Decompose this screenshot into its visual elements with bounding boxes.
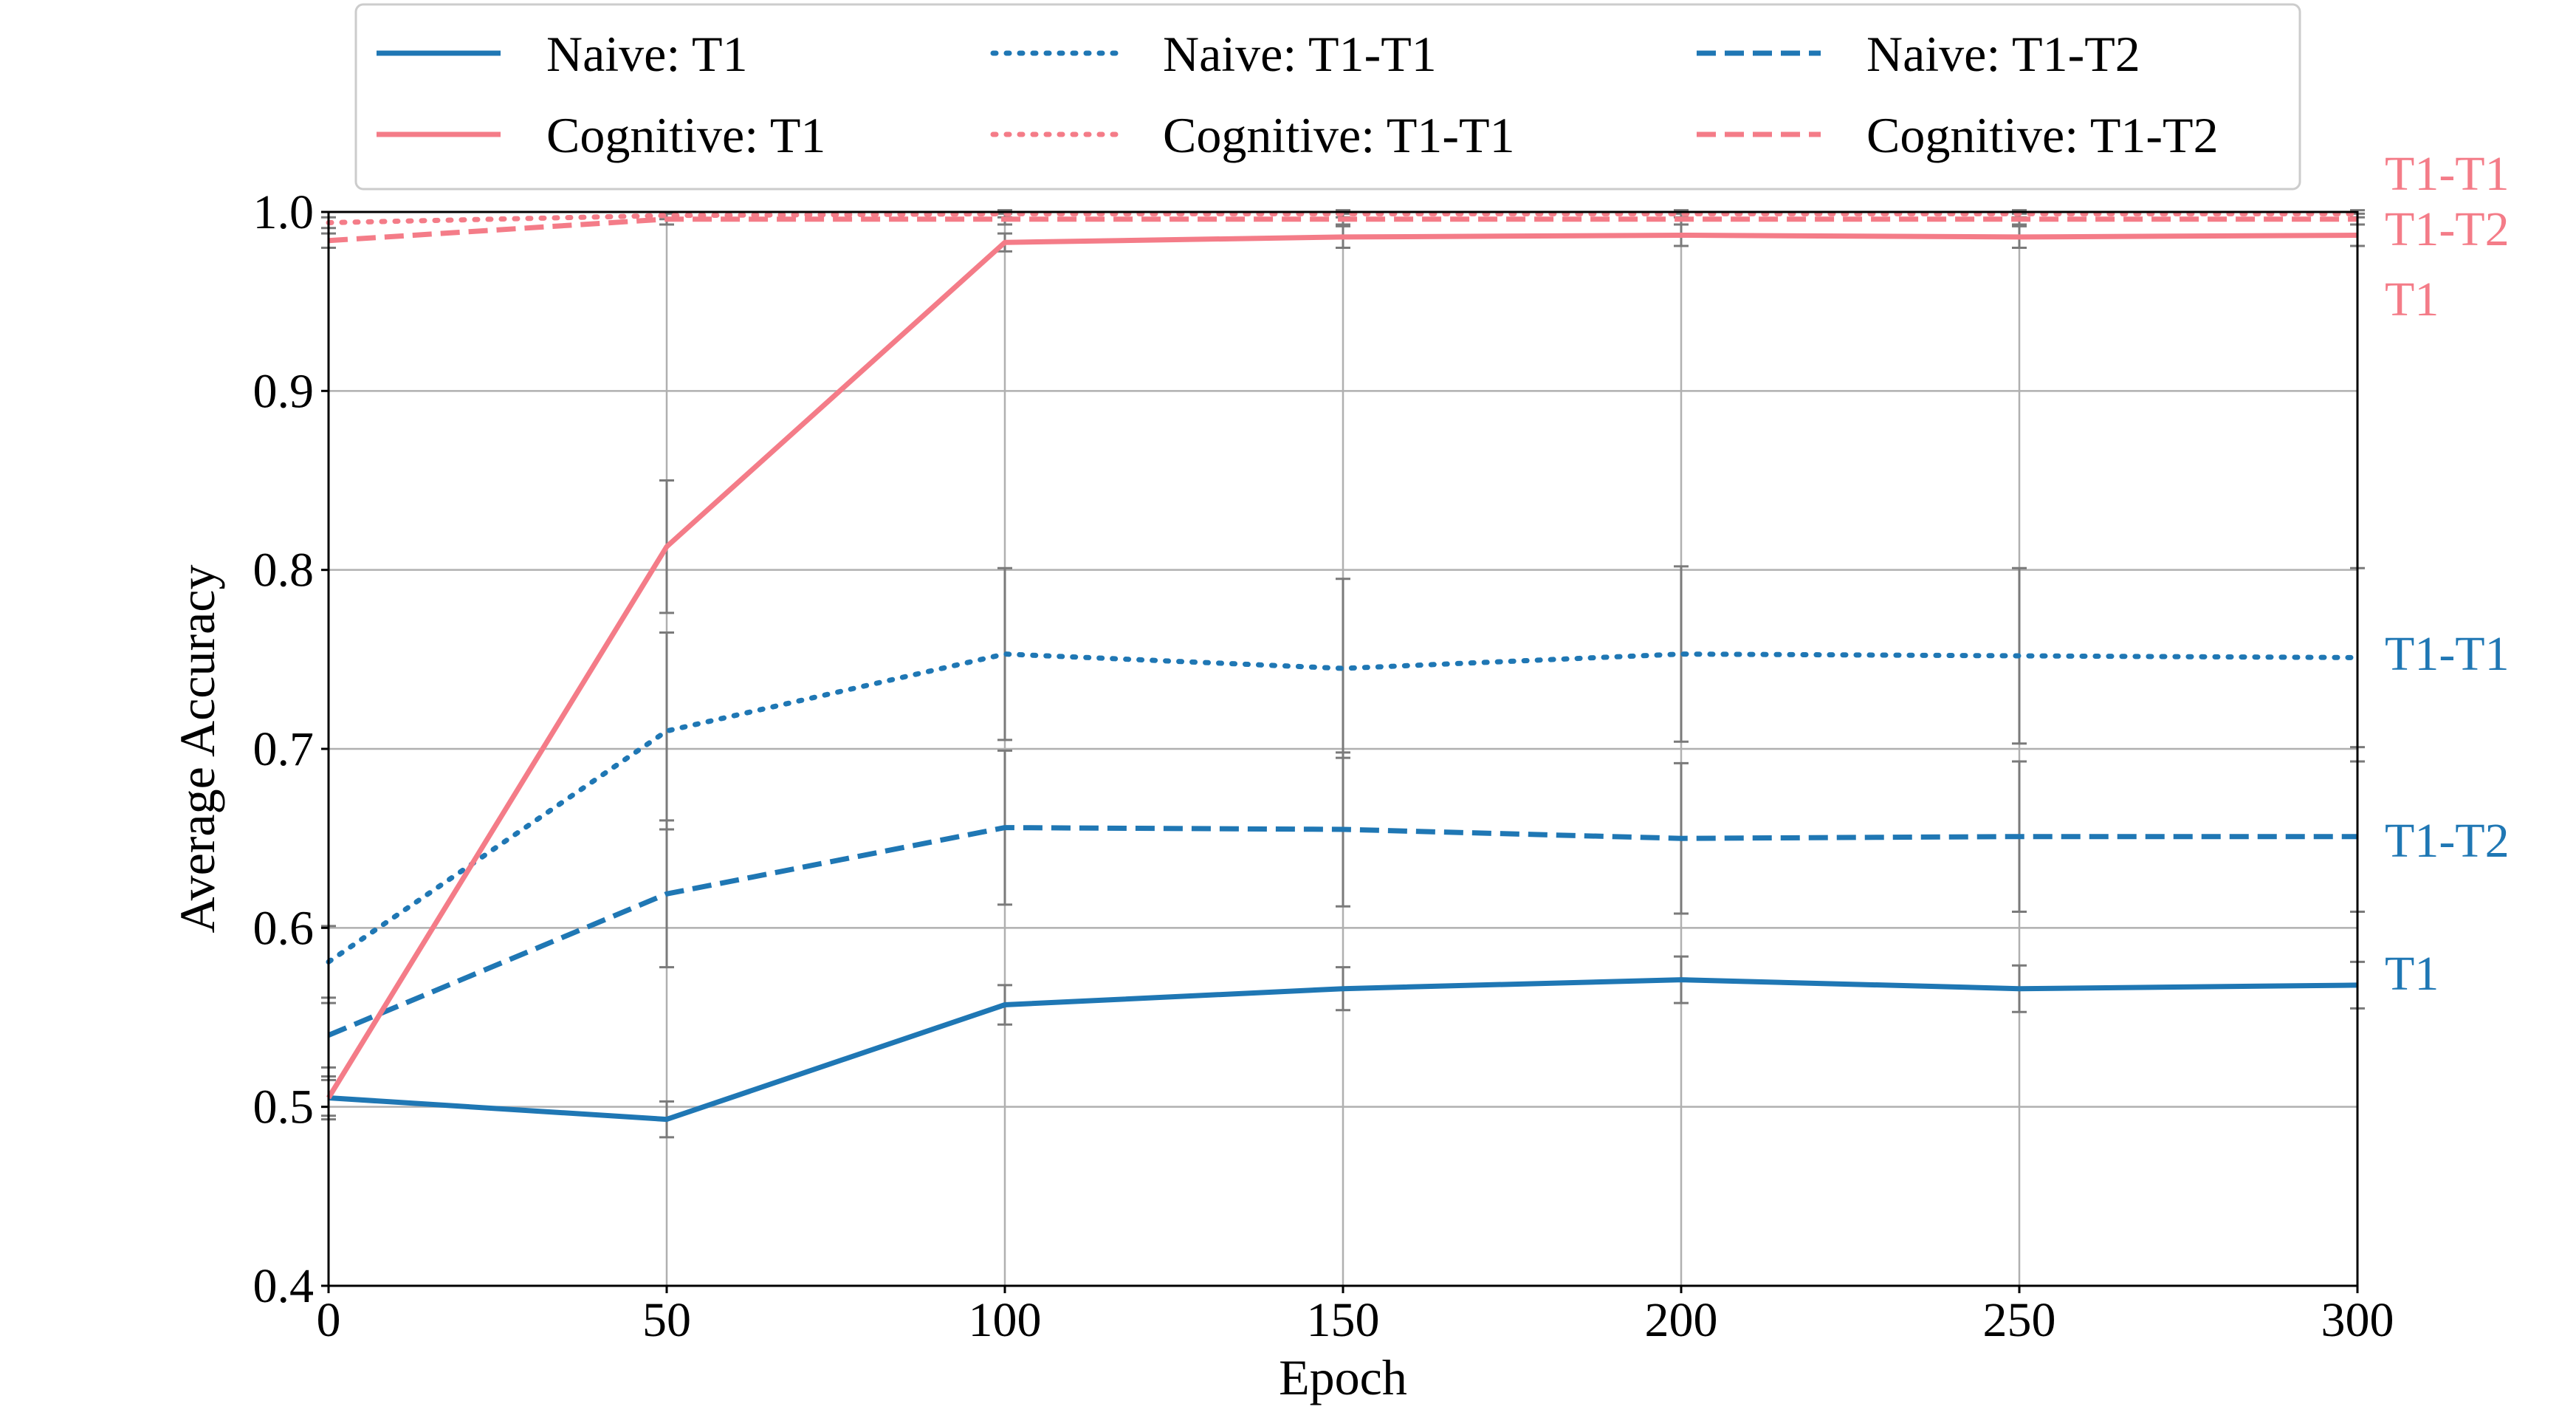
series-line-cognitive-t1-t2 [328, 216, 2357, 244]
end-label-cognitive-t1: T1 [2385, 273, 2439, 326]
y-axis-title: Average Accuracy [169, 565, 225, 934]
x-tick-label: 0 [317, 1293, 341, 1347]
x-tick-label: 100 [969, 1293, 1042, 1347]
legend-label-naive-t1-t1: Naive: T1-T1 [1163, 26, 1437, 82]
y-tick-label: 1.0 [253, 185, 315, 239]
x-tick-label: 250 [1983, 1293, 2056, 1347]
y-tick-label: 0.5 [253, 1080, 315, 1134]
end-label-naive-t1: T1 [2385, 947, 2439, 1001]
end-label-naive-t1-t2: T1-T2 [2385, 814, 2510, 868]
end-label-naive-t1-t1: T1-T1 [2385, 627, 2510, 681]
legend: Naive: T1 Naive: T1-T1 Naive: T1-T2 Cogniti… [354, 3, 2301, 191]
x-tick-label: 300 [2321, 1293, 2394, 1347]
x-tick-label: 50 [642, 1293, 691, 1347]
y-tick-label: 0.6 [253, 901, 315, 955]
legend-label-cognitive-t1-t1: Cognitive: T1-T1 [1163, 107, 1515, 163]
y-tick-label: 0.4 [253, 1259, 315, 1313]
end-label-cognitive-t1-t1: T1-T1 [2385, 147, 2510, 201]
legend-label-cognitive-t1: Cognitive: T1 [546, 107, 825, 163]
y-tick-label: 0.8 [253, 544, 315, 597]
legend-label-naive-t1-t2: Naive: T1-T2 [1866, 26, 2140, 82]
series-line-cognitive-t1-t1 [326, 210, 2360, 225]
series-layer [326, 210, 2360, 1123]
tick-layer: 0 50 100 150 200 250 300 0.4 0.5 0.6 0.7 0.8 0.9 1.0 [253, 185, 2394, 1347]
y-tick-label: 0.9 [253, 364, 315, 418]
series-line-naive-t1 [328, 977, 2358, 1123]
end-label-cognitive-t1-t2: T1-T2 [2385, 202, 2510, 256]
x-axis-title: Epoch [1279, 1349, 1407, 1405]
legend-label-naive-t1: Naive: T1 [546, 26, 748, 82]
series-line-cognitive-t1 [326, 233, 2358, 1100]
x-tick-label: 200 [1645, 1293, 1718, 1347]
series-line-naive-t1-t2 [327, 825, 2357, 1038]
series-line-naive-t1-t1 [326, 651, 2360, 965]
legend-label-cognitive-t1-t2: Cognitive: T1-T2 [1866, 107, 2219, 163]
y-tick-label: 0.7 [253, 722, 315, 776]
x-tick-label: 150 [1307, 1293, 1380, 1347]
